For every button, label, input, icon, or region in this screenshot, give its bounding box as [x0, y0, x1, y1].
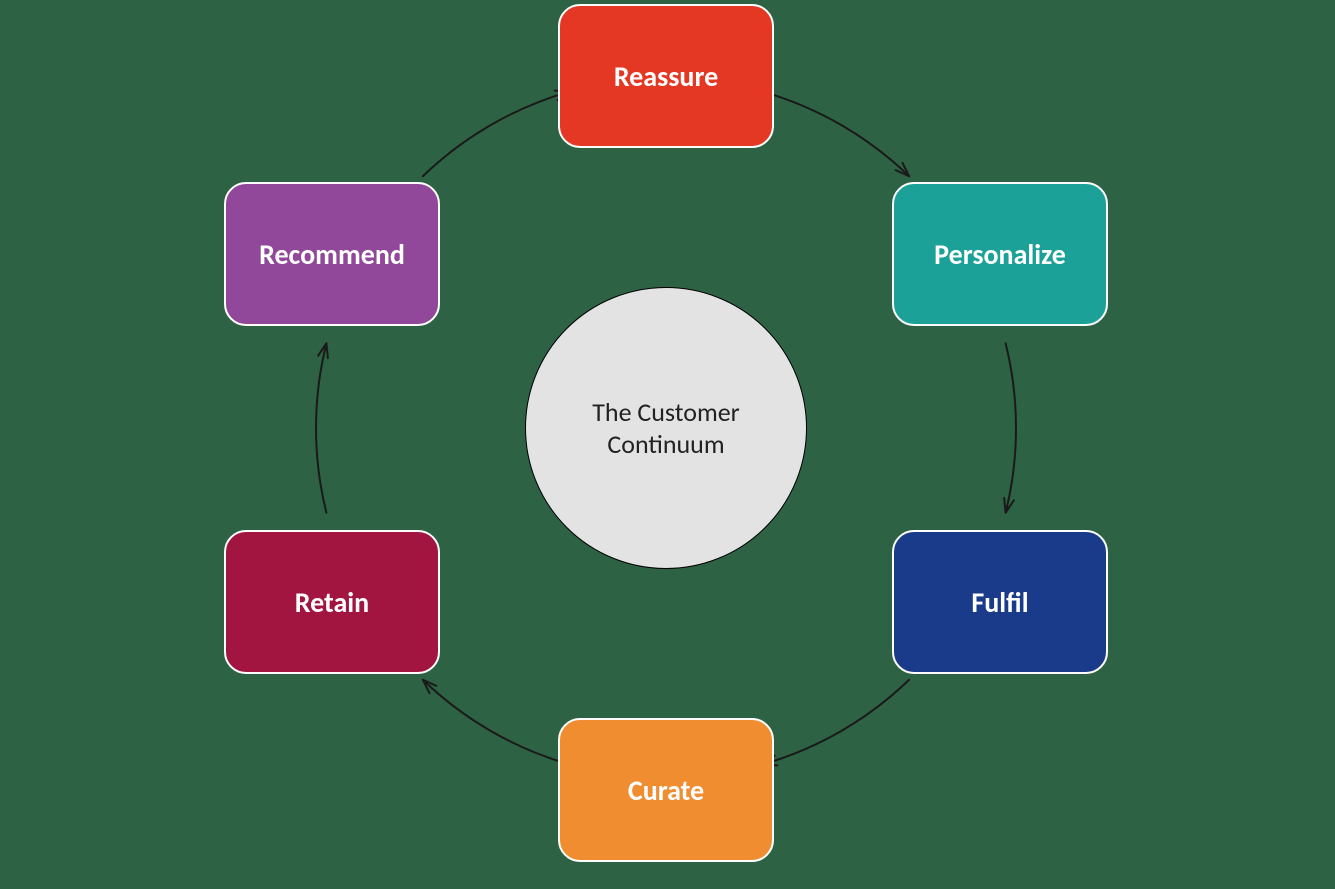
cycle-arrow — [1006, 343, 1016, 512]
cycle-arrow-head — [423, 680, 437, 693]
node-label: Retain — [295, 585, 369, 620]
cycle-arrow — [423, 680, 570, 765]
cycle-arrow — [423, 92, 570, 177]
center-label: The Customer Continuum — [553, 396, 779, 461]
node-fulfil: Fulfil — [892, 530, 1108, 674]
cycle-arrow-head — [318, 343, 328, 358]
node-label: Curate — [628, 773, 704, 808]
node-retain: Retain — [224, 530, 440, 674]
node-label: Reassure — [614, 59, 718, 94]
cycle-arrow-head — [1004, 498, 1014, 513]
node-curate: Curate — [558, 718, 774, 862]
node-label: Recommend — [259, 237, 405, 272]
cycle-arrow — [762, 92, 909, 177]
node-personalize: Personalize — [892, 182, 1108, 326]
cycle-arrow-head — [896, 163, 910, 176]
center-circle: The Customer Continuum — [525, 287, 807, 569]
cycle-arrow — [316, 343, 326, 512]
node-recommend: Recommend — [224, 182, 440, 326]
node-label: Fulfil — [971, 585, 1028, 620]
node-reassure: Reassure — [558, 4, 774, 148]
node-label: Personalize — [934, 237, 1066, 272]
diagram-stage: The Customer Continuum Reassure Personal… — [0, 0, 1335, 889]
cycle-arrow — [762, 680, 909, 765]
